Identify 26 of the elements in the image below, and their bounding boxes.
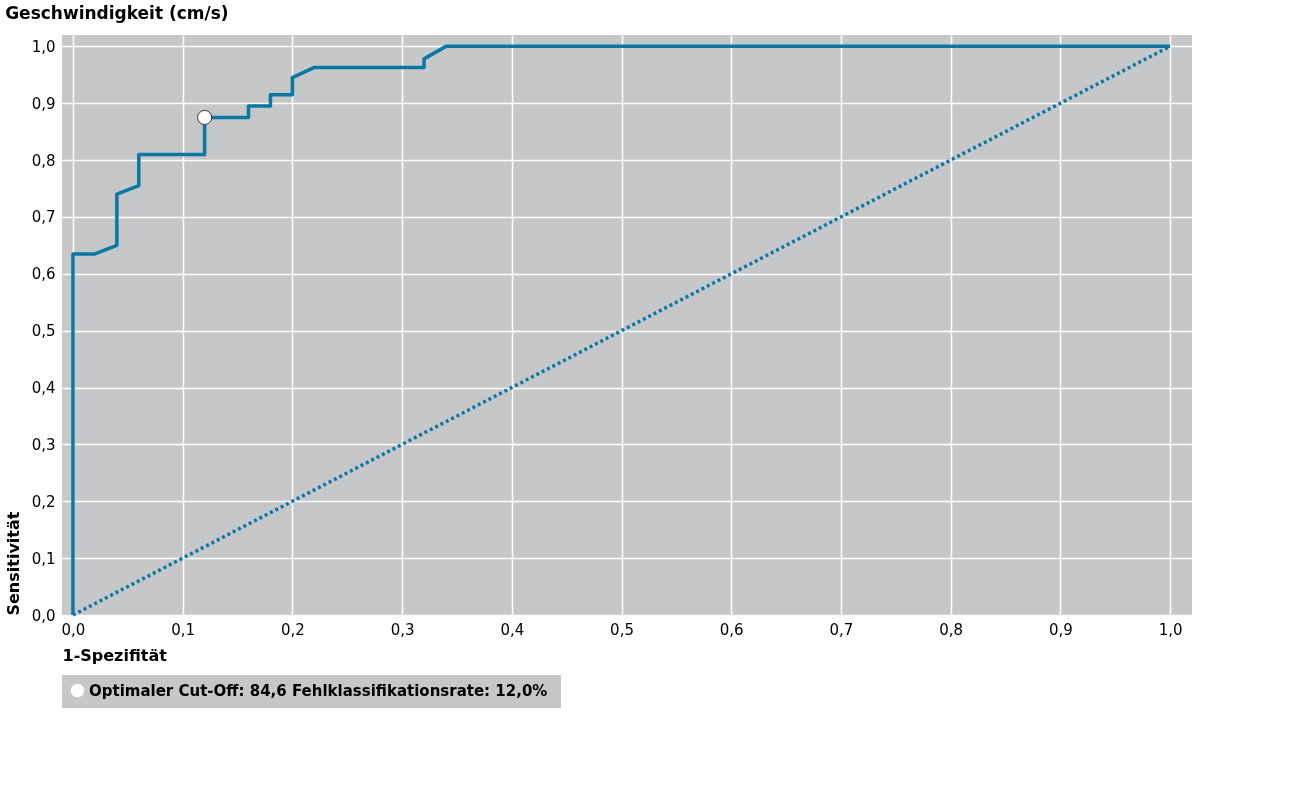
y-tick-label: 0,5 xyxy=(31,322,56,341)
x-tick-label: 0,9 xyxy=(1048,620,1073,639)
x-tick-label: 0,7 xyxy=(829,620,854,639)
x-tick-label: 0,1 xyxy=(171,620,196,639)
y-tick-label: 0,4 xyxy=(31,379,56,398)
x-tick-label: 0,8 xyxy=(939,620,964,639)
chart-title: Geschwindigkeit (cm/s) xyxy=(5,3,229,23)
y-tick-label: 0,8 xyxy=(31,151,56,170)
y-tick-label: 1,0 xyxy=(31,37,56,56)
x-tick-label: 0,3 xyxy=(390,620,415,639)
x-tick-label: 0,6 xyxy=(719,620,744,639)
y-tick-label: 0,0 xyxy=(31,606,56,625)
x-tick-label: 0,4 xyxy=(500,620,525,639)
x-tick-label: 0,5 xyxy=(610,620,634,639)
y-tick-label: 0,6 xyxy=(31,265,56,284)
x-tick-label: 1,0 xyxy=(1158,620,1183,639)
y-axis-title: Sensitivität xyxy=(3,511,23,616)
y-tick-label: 0,3 xyxy=(31,435,56,454)
y-tick-label: 0,7 xyxy=(31,208,56,227)
y-tick-label: 0,9 xyxy=(31,94,56,113)
y-tick-label: 0,2 xyxy=(31,492,56,511)
legend-label: Optimaler Cut-Off: 84,6 Fehlklassifikationsrate: 12,0% xyxy=(89,681,548,700)
y-tick-label: 0,1 xyxy=(31,549,56,568)
x-tick-label: 0,0 xyxy=(61,620,86,639)
x-axis-title: 1-Spezifität xyxy=(62,645,168,665)
x-tick-label: 0,2 xyxy=(280,620,305,639)
